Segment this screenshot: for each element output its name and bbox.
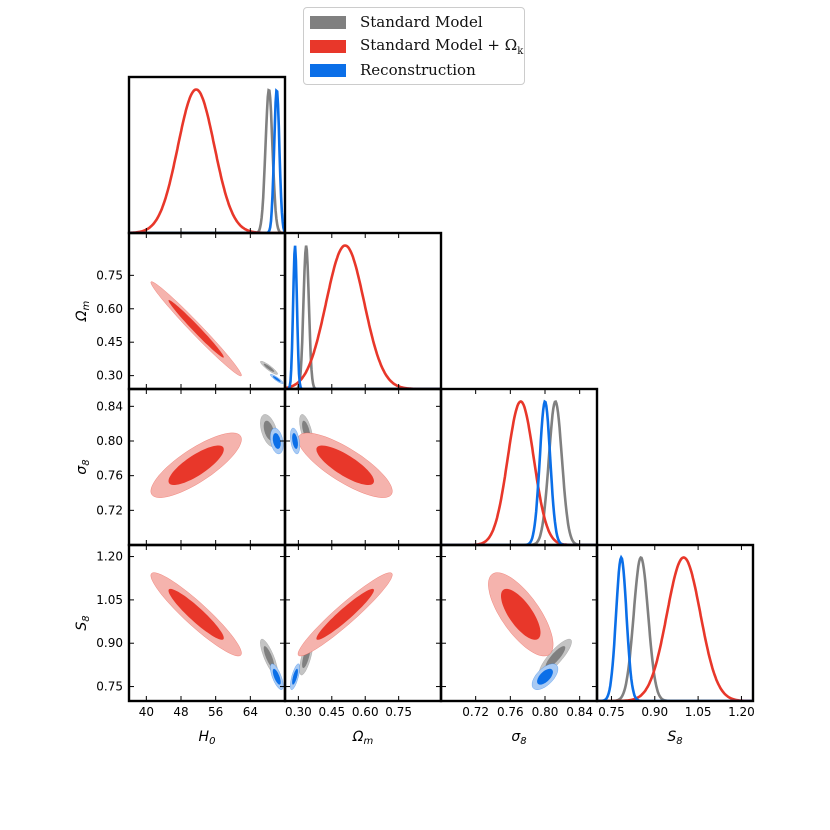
- x-axis-label-s8: σ8: [511, 729, 526, 747]
- marginal-panel-Om: [285, 244, 441, 389]
- contour-68-series-2: [292, 668, 298, 685]
- marginal-curve-series-2: [597, 554, 753, 701]
- x-tick-label-Om: 0.60: [352, 705, 379, 719]
- x-axis-label-Om: Ωm: [352, 729, 374, 747]
- legend-label: Standard Model: [360, 13, 483, 31]
- contour-panel-Om-s8: [290, 414, 393, 498]
- y-axis-label-sub: 8: [81, 615, 92, 621]
- panel-frame-H0-Om: [127, 231, 287, 391]
- contour-panel-s8-S8: [488, 572, 572, 690]
- marginal-panel-H0: [129, 88, 285, 233]
- legend-item-standard-model-omega-k: Standard Model + Ωk: [310, 35, 524, 57]
- x-tick-label-H0: 56: [208, 705, 223, 719]
- contour-panel-H0-Om: [150, 281, 284, 384]
- y-tick-label-s8: 0.80: [96, 434, 123, 448]
- y-tick-label-Om: 0.60: [96, 302, 123, 316]
- x-tick-label-s8: 0.84: [566, 705, 593, 719]
- marginal-panel-s8: [441, 399, 597, 545]
- contour-68-series-1: [316, 588, 374, 640]
- contour-68-series-2: [537, 668, 553, 685]
- contour-68-series-1: [168, 588, 224, 640]
- marginal-curve-series-0: [129, 88, 285, 233]
- contour-68-series-2: [292, 433, 298, 449]
- legend-label: Reconstruction: [360, 61, 476, 79]
- panel-frame-Om-S8: [283, 543, 443, 703]
- x-axis-label-sub: 8: [676, 736, 682, 747]
- x-axis-label-S8: S8: [667, 729, 682, 747]
- y-axis-label-Om: Ωm: [74, 301, 92, 323]
- x-tick-label-Om: 0.30: [285, 705, 312, 719]
- contour-panel-H0-s8: [150, 414, 284, 498]
- contour-68-series-1: [168, 445, 224, 485]
- y-tick-label-Om: 0.75: [96, 268, 123, 282]
- contour-68-series-2: [272, 376, 281, 382]
- x-tick-label-Om: 0.45: [318, 705, 345, 719]
- x-tick-label-H0: 48: [173, 705, 188, 719]
- contour-68-series-0: [263, 363, 275, 372]
- panel-frame-s8-s8: [439, 387, 599, 547]
- x-tick-label-H0: 64: [243, 705, 258, 719]
- legend-item-reconstruction: Reconstruction: [310, 60, 476, 80]
- y-tick-label-S8: 0.90: [96, 636, 123, 650]
- x-tick-label-S8: 0.75: [598, 705, 625, 719]
- y-axis-label-s8: σ8: [74, 459, 92, 474]
- x-tick-label-Om: 0.75: [385, 705, 412, 719]
- y-tick-label-S8: 1.20: [96, 550, 123, 564]
- contour-panel-Om-S8: [290, 572, 393, 690]
- contour-68-series-1: [501, 588, 541, 640]
- y-tick-label-S8: 1.05: [96, 593, 123, 607]
- y-tick-label-Om: 0.45: [96, 335, 123, 349]
- y-tick-label-s8: 0.76: [96, 469, 123, 483]
- y-axis-label-sub: 8: [81, 459, 92, 465]
- y-tick-label-S8: 0.75: [96, 680, 123, 694]
- legend-swatch: [310, 15, 346, 29]
- y-axis-label-S8: S8: [74, 615, 92, 630]
- contour-68-series-0: [545, 646, 566, 669]
- contour-68-series-1: [316, 445, 374, 485]
- marginal-curve-series-0: [441, 399, 597, 545]
- x-tick-label-s8: 0.72: [462, 705, 489, 719]
- marginal-curve-series-2: [441, 399, 597, 545]
- contour-panel-H0-S8: [150, 572, 284, 690]
- y-tick-label-s8: 0.72: [96, 503, 123, 517]
- x-axis-label-sub: 0: [209, 736, 215, 747]
- y-axis-label-sub: m: [81, 301, 92, 311]
- contour-68-series-2: [272, 433, 281, 449]
- x-tick-label-s8: 0.76: [497, 705, 524, 719]
- contour-68-series-0: [263, 646, 275, 669]
- panel-frame-S8-S8: [595, 543, 755, 703]
- contour-68-series-1: [168, 300, 224, 358]
- contour-68-series-2: [272, 668, 281, 685]
- x-axis-label-H0: H0: [199, 729, 216, 747]
- marginal-curve-series-0: [597, 556, 753, 701]
- legend: Standard Model Standard Model + Ωk Recon…: [303, 7, 525, 85]
- y-tick-label-Om: 0.30: [96, 369, 123, 383]
- x-tick-label-S8: 1.05: [685, 705, 712, 719]
- legend-swatch: [310, 63, 346, 77]
- x-tick-label-H0: 40: [139, 705, 154, 719]
- marginal-panel-S8: [597, 554, 753, 701]
- x-tick-label-s8: 0.80: [532, 705, 559, 719]
- y-tick-label-s8: 0.84: [96, 399, 123, 413]
- legend-swatch: [310, 39, 346, 53]
- x-tick-label-S8: 1.20: [728, 705, 755, 719]
- x-axis-label-sub: m: [363, 736, 373, 747]
- marginal-curve-series-1: [597, 556, 753, 701]
- legend-label: Standard Model + Ωk: [360, 35, 524, 57]
- x-tick-label-S8: 0.90: [641, 705, 668, 719]
- x-axis-label-sub: 8: [520, 736, 526, 747]
- legend-item-standard-model: Standard Model: [310, 12, 483, 32]
- marginal-curve-series-1: [441, 400, 597, 545]
